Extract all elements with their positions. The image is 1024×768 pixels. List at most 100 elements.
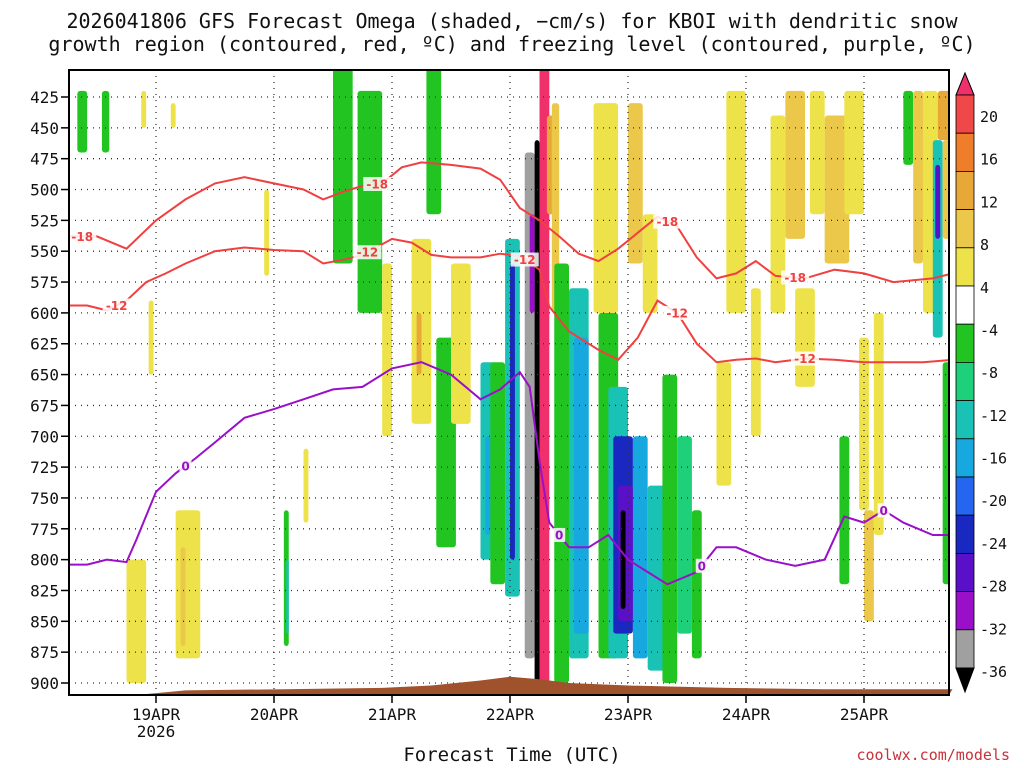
x-axis-title: Forecast Time (UTC)	[403, 744, 621, 766]
contour-label-bg	[781, 270, 810, 285]
colorbar-segment	[955, 94, 975, 134]
y-tick-label: 475	[30, 150, 59, 169]
omega-patch	[628, 103, 643, 264]
y-tick-label: 900	[30, 674, 59, 693]
contour-label-bg	[877, 503, 890, 518]
colorbar-segment	[955, 553, 975, 593]
contour-label-bg	[179, 458, 192, 473]
omega-patch	[864, 510, 874, 622]
contour-label: -12	[794, 352, 816, 366]
contour-label: -12	[357, 246, 379, 260]
y-tick-label: 750	[30, 489, 59, 508]
omega-patch	[620, 510, 626, 609]
omega-patch	[770, 115, 786, 313]
contour-label-bg	[695, 558, 708, 573]
colorbar-label: -28	[980, 578, 1007, 596]
omega-patch	[726, 90, 746, 313]
colorbar-label: -8	[980, 364, 998, 382]
omega-patch	[551, 103, 560, 313]
omega-patch	[101, 90, 110, 153]
y-tick-label: 500	[30, 181, 59, 200]
colorbar-segment	[955, 361, 975, 401]
contour-label-bg	[353, 245, 382, 260]
colorbar-label: -12	[980, 407, 1007, 425]
contour-label: -18	[784, 271, 806, 285]
contour-label: 0	[879, 504, 887, 518]
y-tick-label: 625	[30, 335, 59, 354]
credit-link[interactable]: coolwx.com/models	[856, 746, 1010, 764]
contour-label-bg	[69, 229, 97, 244]
colorbar-label: -20	[980, 492, 1007, 510]
y-tick-label: 800	[30, 551, 59, 570]
colorbar: 20 16 12 8 4 -4 -8 -12 -16 -20 -24 -28 -32 -36	[955, 71, 1007, 694]
y-tick-label: 850	[30, 612, 59, 631]
omega-patch	[333, 70, 353, 264]
y-tick-label: 525	[30, 211, 59, 230]
omega-patch	[750, 288, 761, 437]
colorbar-segment	[955, 247, 975, 287]
colorbar-segment	[955, 476, 975, 516]
y-tick-label: 450	[30, 119, 59, 138]
chart-title-line-2: growth region (contoured, red, ºC) and f…	[48, 32, 976, 56]
omega-patch	[942, 140, 949, 239]
colorbar-label: -24	[980, 535, 1007, 553]
plot-frame	[68, 69, 950, 696]
colorbar-segment	[955, 132, 975, 172]
omega-patch	[716, 362, 732, 486]
y-tick-label: 600	[30, 304, 59, 323]
y-tick-label: 775	[30, 520, 59, 539]
omega-patch	[937, 90, 949, 141]
contour-label: -12	[666, 306, 688, 320]
y-tick-label: 875	[30, 643, 59, 662]
colorbar-segment	[955, 438, 975, 478]
contour-label-bg	[363, 176, 392, 191]
contour-label: -12	[106, 299, 128, 313]
omega-patch	[642, 214, 658, 313]
colorbar-label: -32	[980, 620, 1007, 638]
chart-title-line-1: 2026041806 GFS Forecast Omega (shaded, −…	[66, 9, 958, 33]
x-tick-label: 21APR	[368, 705, 417, 724]
omega-patch	[824, 115, 850, 264]
colorbar-label: -4	[980, 321, 998, 339]
colorbar-segment	[955, 285, 975, 325]
omega-patch	[632, 436, 648, 659]
x-tick-label: 19APR	[132, 705, 181, 724]
colorbar-segment	[955, 514, 975, 554]
colorbar-label: -36	[980, 663, 1007, 681]
colorbar-label: 4	[980, 279, 989, 297]
omega-patch	[148, 300, 154, 375]
contour-label: -18	[366, 177, 388, 191]
colorbar-label: 8	[980, 236, 989, 254]
x-tick-label: 20APR	[250, 705, 299, 724]
omega-patch	[691, 510, 702, 659]
contour-label-bg	[663, 305, 692, 320]
colorbar-segment	[955, 629, 975, 669]
colorbar-label: -16	[980, 450, 1007, 468]
colorbar-label: 12	[980, 193, 998, 211]
x-tick-label: 22APR	[486, 705, 535, 724]
colorbar-label: 16	[980, 151, 998, 169]
y-tick-label: 700	[30, 427, 59, 446]
y-tick-label: 425	[30, 88, 59, 107]
omega-shading	[77, 70, 949, 683]
contour-label: 0	[181, 459, 189, 473]
omega-patch	[935, 164, 941, 239]
omega-patch	[573, 337, 589, 634]
contour-label: 0	[698, 559, 706, 573]
omega-patch	[180, 547, 186, 646]
omega-patch	[286, 559, 289, 634]
omega-patch	[534, 140, 540, 683]
omega-patch	[303, 448, 309, 523]
omega-patch	[510, 263, 515, 560]
omega-patch	[426, 70, 442, 215]
omega-patch	[170, 103, 176, 128]
x-tick-label: 25APR	[840, 705, 889, 724]
contour-label: -18	[656, 215, 678, 229]
omega-patch	[175, 510, 201, 659]
colorbar-label: 20	[980, 108, 998, 126]
contour-label-bg	[553, 527, 566, 542]
y-tick-label: 675	[30, 396, 59, 415]
omega-patch	[785, 90, 805, 239]
